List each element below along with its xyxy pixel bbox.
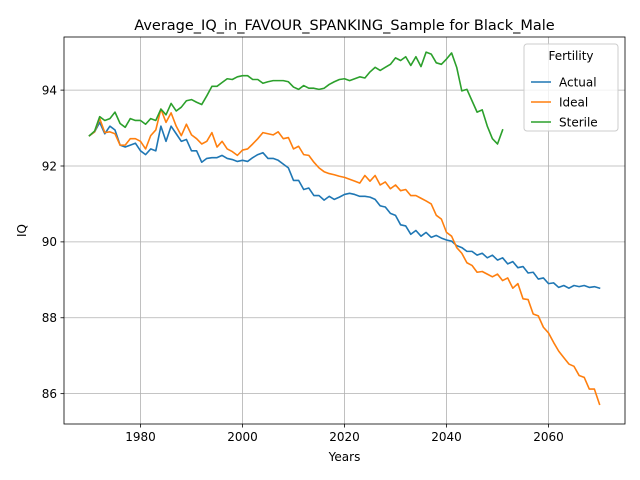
legend-label-ideal: Ideal (559, 95, 588, 109)
y-tick-label: 92 (42, 159, 57, 173)
x-tick-label: 2060 (533, 430, 564, 444)
y-tick-label: 90 (42, 235, 57, 249)
x-tick-label: 2020 (329, 430, 360, 444)
x-axis-label: Years (328, 450, 361, 464)
y-tick-label: 88 (42, 311, 57, 325)
chart-title: Average_IQ_in_FAVOUR_SPANKING_Sample for… (134, 18, 555, 34)
series-line-sterile (88, 51, 504, 145)
x-axis-ticks: 1980 2000 2020 2040 2060 (125, 424, 564, 444)
x-tick-label: 2000 (227, 430, 258, 444)
series-line-actual (88, 121, 601, 290)
legend: Fertility Actual Ideal Sterile (523, 43, 619, 132)
series-line-ideal (88, 108, 601, 406)
x-tick-label: 1980 (125, 430, 156, 444)
legend-label-sterile: Sterile (559, 115, 598, 129)
legend-label-actual: Actual (559, 75, 597, 89)
y-axis-ticks: 86 88 90 92 94 (42, 83, 64, 401)
y-tick-label: 86 (42, 387, 57, 401)
y-tick-label: 94 (42, 83, 57, 97)
x-tick-label: 2040 (431, 430, 462, 444)
y-axis-label: IQ (15, 224, 29, 237)
legend-box (523, 43, 619, 132)
legend-items: Actual Ideal Sterile (531, 75, 598, 129)
legend-title: Fertility (548, 49, 593, 63)
series-lines (88, 51, 601, 406)
